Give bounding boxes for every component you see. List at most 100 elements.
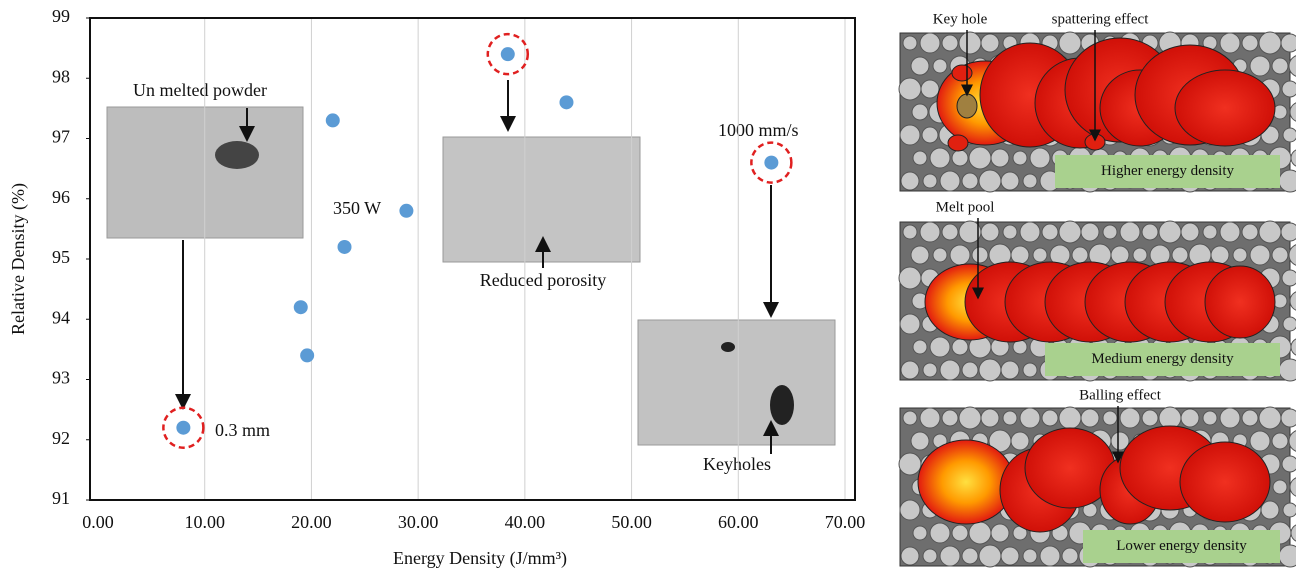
powder-particle	[929, 336, 951, 358]
powder-particle	[990, 148, 1010, 168]
melt-pool	[1179, 441, 1271, 523]
powder-particle	[1022, 362, 1038, 378]
powder-particle	[1032, 247, 1048, 263]
chart: Un melted powder 0.3 mm 350 W Reduced po…	[8, 6, 865, 569]
powder-particle	[1041, 409, 1059, 427]
x-tick-label: 60.00	[718, 512, 759, 532]
powder-particle	[1000, 360, 1020, 380]
powder-particle	[898, 266, 922, 290]
point	[176, 420, 191, 435]
sem-image	[442, 136, 641, 263]
y-tick-label: 95	[52, 247, 70, 267]
powder-particle	[961, 547, 979, 565]
powder-particle	[1041, 223, 1059, 241]
powder-particle	[1039, 545, 1061, 567]
powder-particle	[949, 244, 971, 266]
powder-particle	[1260, 500, 1280, 520]
powder-particle	[1280, 222, 1296, 242]
point	[399, 203, 414, 218]
plot-frame	[89, 17, 856, 501]
powder-particle	[1219, 407, 1241, 429]
powder-particle	[1258, 406, 1282, 430]
annotation: 0.3 mm	[215, 420, 270, 440]
powder-particle	[929, 522, 951, 544]
powder-particle	[929, 147, 951, 169]
powder-particle	[911, 103, 929, 121]
callout-label: Melt pool	[936, 199, 995, 215]
panel-label: Higher energy density	[1101, 163, 1235, 179]
powder-particle	[941, 409, 959, 427]
powder-particle	[1280, 33, 1296, 53]
powder-particle	[1102, 410, 1118, 426]
powder-particle	[1029, 147, 1051, 169]
powder-particle	[1080, 222, 1100, 242]
powder-particle	[1288, 55, 1296, 77]
powder-particle	[1282, 127, 1296, 143]
powder-particle	[1278, 358, 1296, 382]
powder-particle	[1281, 80, 1296, 98]
powder-particle	[1132, 247, 1148, 263]
powder-particle	[1141, 409, 1159, 427]
powder-particle	[1290, 338, 1296, 356]
annotation: 350 W	[333, 198, 381, 218]
powder-particle	[1010, 245, 1030, 265]
powder-particle	[968, 146, 992, 170]
powder-particle	[1119, 221, 1141, 243]
label-box	[1045, 343, 1280, 376]
sem-defect	[215, 141, 259, 169]
powder-particle	[919, 221, 941, 243]
powder-particle	[1278, 169, 1296, 193]
y-tick-label: 94	[52, 307, 70, 327]
powder-particle	[1102, 224, 1118, 240]
y-tick-label: 91	[52, 488, 70, 508]
powder-particle	[951, 338, 969, 356]
powder-particle	[899, 313, 921, 335]
sem-defect	[770, 385, 794, 425]
powder-particle	[939, 359, 961, 381]
powder-particle	[1058, 31, 1082, 55]
powder-particle	[1282, 502, 1296, 518]
powder-particle	[902, 35, 918, 51]
powder-particle	[1022, 173, 1038, 189]
powder-particle	[900, 360, 920, 380]
powder-particle	[1288, 244, 1296, 266]
powder-particle	[1282, 316, 1296, 332]
powder-particle	[912, 150, 928, 166]
powder-particle	[1210, 245, 1230, 265]
sem-defect	[721, 342, 735, 352]
powder-particle	[919, 407, 941, 429]
powder-particle	[1058, 406, 1082, 430]
powder-particle	[961, 361, 979, 379]
spatter	[951, 64, 973, 82]
y-tick-label: 93	[52, 368, 70, 388]
powder-particle	[1280, 408, 1296, 428]
powder-particle	[900, 171, 920, 191]
annotation: Reduced porosity	[480, 270, 606, 290]
powder-particle	[1022, 548, 1038, 564]
label-bg	[1038, 10, 1162, 30]
powder-particle	[1119, 407, 1141, 429]
x-axis-label: Energy Density (J/mm³)	[393, 548, 567, 569]
powder-particle	[1010, 431, 1030, 451]
powder-particle	[920, 79, 940, 99]
callout-label: Balling effect	[1079, 387, 1162, 403]
annotation: Un melted powder	[133, 80, 267, 100]
y-tick-label: 97	[52, 127, 70, 147]
callout-label: spattering effect	[1052, 11, 1150, 27]
y-axis-label: Relative Density (%)	[8, 183, 29, 335]
powder-particle	[1141, 223, 1159, 241]
melt-pool	[917, 439, 1015, 525]
powder-particle	[1000, 546, 1020, 566]
powder-particle	[912, 525, 928, 541]
x-tick-label: 50.00	[611, 512, 652, 532]
label-bg	[898, 10, 1022, 30]
powder-particle	[898, 77, 922, 101]
powder-particle	[980, 408, 1000, 428]
powder-particle	[978, 544, 1002, 568]
powder-particle	[978, 169, 1002, 193]
powder-particle	[1271, 57, 1289, 75]
powder-particle	[932, 58, 948, 74]
powder-particle	[921, 126, 939, 144]
powder-particle	[1258, 220, 1282, 244]
powder-particle	[1219, 32, 1241, 54]
